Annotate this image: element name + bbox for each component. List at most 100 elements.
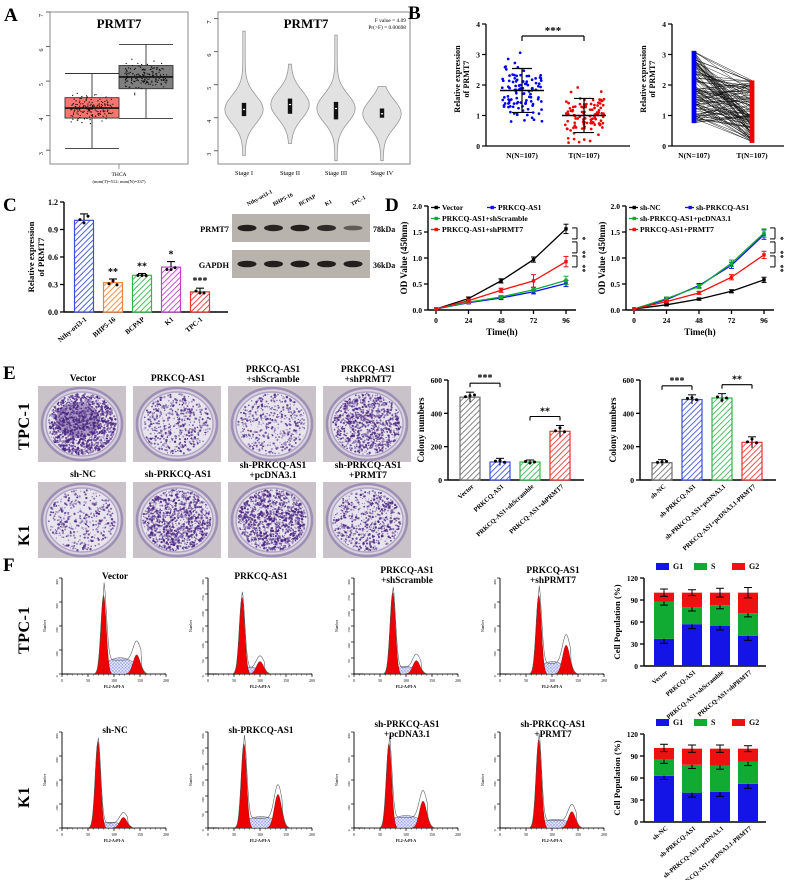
violin-pvalue: Pr(>F) = 0.00698 xyxy=(368,24,406,31)
flow-xtick: 150 xyxy=(137,679,143,683)
flow-ytick: 100 xyxy=(55,805,59,810)
panelf-top-chart-legend-label: G1 xyxy=(673,562,683,571)
blot-lane-label: BCPAP xyxy=(298,194,317,208)
boxplot-point xyxy=(94,105,96,107)
panelb-dot xyxy=(577,140,581,144)
paneld-left-marker xyxy=(499,279,503,283)
panelb-dot xyxy=(523,82,527,86)
boxplot-point xyxy=(94,107,96,109)
flow-ytick: 300 xyxy=(55,757,59,762)
colony-plate-image xyxy=(133,482,221,558)
panelf-bottom-chart-legend-label: G2 xyxy=(749,718,759,727)
panel-b: 0 1 2 3 4 Relative expression of PRMT7 N(N=107)… xyxy=(428,10,788,185)
panele-right-datapoint xyxy=(695,398,698,402)
panelb-dot xyxy=(501,98,505,102)
panel-e-row-label: TPC-1 xyxy=(16,402,33,450)
panelb-dot xyxy=(576,86,580,89)
paneld-right-legend-marker xyxy=(632,216,636,221)
boxplot-point xyxy=(81,111,84,113)
blot-lane-label: Nthy-ori3-1 xyxy=(246,189,274,208)
panelf-bottom-chart-container: 0 30 60 90 120 Cell Population (%) G1 S G2 sh-NC s… xyxy=(602,712,790,880)
boxplot-point xyxy=(158,77,160,79)
flow-cytometry-histogram: 0 50 100 150 200 250 300 Number 0 50 100 150 200 FL2-… xyxy=(182,562,324,702)
panel-letter-e: E xyxy=(3,363,16,384)
flow-ytick: 300 xyxy=(347,757,351,762)
panele-right-ytick: 0 xyxy=(630,476,634,485)
boxplot-point xyxy=(165,82,167,84)
panele-left-ytick: 200 xyxy=(431,443,443,452)
panelc-ytick: 1.2 xyxy=(48,198,58,207)
boxplot-point xyxy=(155,78,157,80)
panelf-bottom-chart-ytick: 90 xyxy=(631,752,639,761)
boxplot-point xyxy=(83,110,85,112)
boxplot-point xyxy=(160,75,162,77)
panelb-paired-ytick: 4 xyxy=(662,20,666,29)
panele-right-datapoint xyxy=(656,460,659,464)
boxplot-point xyxy=(151,74,154,77)
panelf-bottom-chart-legend-label: S xyxy=(711,718,716,727)
boxplot-ytick: 5 xyxy=(39,83,45,86)
panelf-top-chart-segment xyxy=(682,592,702,608)
panelb-dot xyxy=(512,102,516,105)
panelb-ytick: 2 xyxy=(476,81,480,90)
boxplot-point xyxy=(98,114,100,116)
panelf-bottom-chart-ytick: 60 xyxy=(631,774,639,783)
panelc-datapoint xyxy=(165,267,169,271)
panelb-dot xyxy=(508,74,511,77)
flow-xtick: 100 xyxy=(111,833,117,837)
boxplot-point xyxy=(134,67,136,69)
panelb-dot xyxy=(519,73,522,77)
panel-e: TPC-1 Vector PRKCQ-AS1 PRKCQ-AS1 +shScramble… xyxy=(14,365,790,558)
flow-outline xyxy=(217,591,310,675)
flow-xaxis-label: FL2-A:PI-A xyxy=(542,839,563,843)
flow-ytick: 150 xyxy=(201,627,205,632)
panelb-dot xyxy=(589,127,593,131)
flow-xtick: 150 xyxy=(575,833,581,837)
boxplot-point xyxy=(88,109,91,112)
boxplot-point xyxy=(152,76,154,79)
paneld-right-ytick: 0.0 xyxy=(611,306,621,315)
flow-ytick: 50 xyxy=(347,659,351,663)
flow-ytick: 250 xyxy=(201,595,205,600)
boxplot-point xyxy=(157,67,159,69)
panelc-datapoint xyxy=(173,266,177,270)
boxplot-point xyxy=(70,108,72,110)
boxplot-point xyxy=(79,100,81,102)
flow-xtick: 50 xyxy=(378,679,382,683)
panelf-bottom-chart-segment xyxy=(710,748,730,766)
boxplot-point xyxy=(89,116,91,118)
panelb-paired-bar-n xyxy=(691,50,697,124)
flow-ytick: 0 xyxy=(201,675,205,677)
boxplot-point xyxy=(125,71,127,73)
boxplot-point xyxy=(144,68,146,70)
panelb-dot xyxy=(507,105,510,109)
panelc-ytick: 0.9 xyxy=(48,226,58,235)
flow-peak xyxy=(555,645,578,675)
boxplot-point xyxy=(98,103,100,105)
colony-plate-image xyxy=(38,386,126,462)
panelb-dot xyxy=(501,77,504,81)
panelb-dot xyxy=(539,100,543,103)
panelb-dot xyxy=(590,108,594,112)
boxplot-point xyxy=(166,74,168,76)
boxplot-point xyxy=(76,103,78,106)
boxplot-point xyxy=(137,79,139,81)
flow-ytick: 0 xyxy=(55,675,59,677)
violin-shape xyxy=(362,85,402,162)
panele-left-bar xyxy=(459,396,481,481)
panele-right-datapoint xyxy=(716,395,719,399)
boxplot-point xyxy=(159,74,162,76)
panelb-dot xyxy=(529,99,533,103)
boxplot-point xyxy=(89,111,91,113)
boxplot-point xyxy=(162,79,165,82)
panelb-dot xyxy=(601,103,605,107)
panelc-xtick: TPC-1 xyxy=(184,315,205,334)
paneld-left-marker xyxy=(499,288,503,292)
panel-e-condition-title: sh-PRKCQ-AS1 +pcDNA3.1 xyxy=(239,461,307,482)
panelf-top-chart-segment xyxy=(654,592,674,602)
panelb-paired-ytick: 1 xyxy=(662,112,666,121)
flow-xtick: 0 xyxy=(207,833,209,837)
boxplot-point xyxy=(92,106,94,108)
boxplot-point xyxy=(104,107,106,109)
panelb-dot xyxy=(567,141,570,144)
